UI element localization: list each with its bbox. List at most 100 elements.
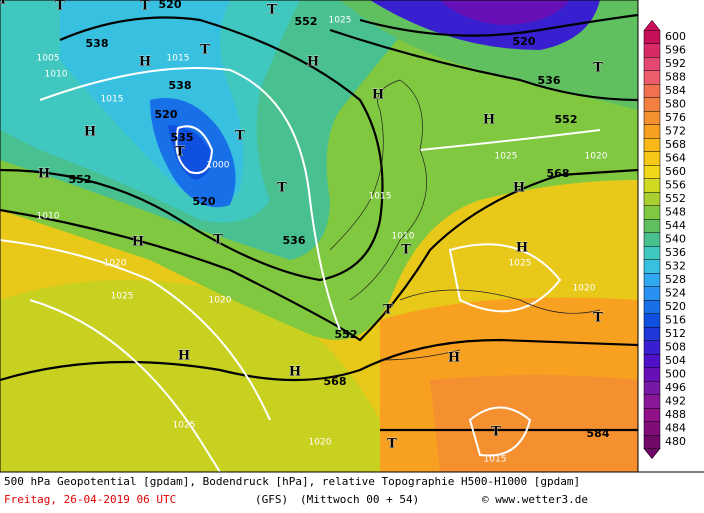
pressure-center: T	[387, 437, 397, 452]
legend-label: 580	[665, 98, 686, 111]
legend-label: 548	[665, 206, 686, 219]
legend-swatch	[643, 381, 661, 395]
isobar-label: 1025	[329, 16, 352, 26]
legend-label: 528	[665, 273, 686, 286]
geopotential-label: 552	[335, 328, 358, 341]
legend-label: 520	[665, 300, 686, 313]
isobar-label: 1020	[209, 296, 232, 306]
isobar-label: 1020	[585, 152, 608, 162]
pressure-center: T	[277, 181, 287, 196]
geopotential-label: 520	[193, 195, 216, 208]
legend-swatch	[643, 124, 661, 139]
pressure-center: H	[132, 235, 144, 250]
pressure-center: H	[38, 167, 50, 182]
footer-description: 500 hPa Geopotential [gpdam], Bodendruck…	[4, 475, 580, 488]
legend-label: 588	[665, 71, 686, 84]
legend-swatch	[643, 259, 661, 274]
pressure-center: T	[401, 243, 411, 258]
geopotential-label: 552	[295, 15, 318, 28]
legend-swatch	[643, 165, 661, 179]
pressure-center: H	[483, 113, 495, 128]
legend-label: 540	[665, 233, 686, 246]
legend-swatch	[643, 219, 661, 233]
legend-label: 524	[665, 287, 686, 300]
isobar-label: 1015	[167, 54, 190, 64]
pressure-center: T	[55, 0, 65, 14]
legend-swatch	[643, 327, 661, 341]
legend-swatch	[643, 205, 661, 220]
pressure-center: H	[0, 0, 6, 8]
legend-swatch	[643, 70, 661, 85]
legend-swatch	[643, 246, 661, 260]
isobar-label: 1015	[369, 192, 392, 202]
legend-swatch	[643, 435, 661, 449]
legend-label: 576	[665, 111, 686, 124]
pressure-center: T	[593, 61, 603, 76]
legend-swatch	[643, 192, 661, 206]
isobar-label: 1015	[101, 95, 124, 105]
legend-swatch	[643, 97, 661, 112]
geopotential-label: 552	[555, 113, 578, 126]
footer-date: Freitag, 26-04-2019 06 UTC	[4, 493, 176, 506]
legend-swatch	[643, 367, 661, 382]
legend-arrow-top	[643, 19, 661, 31]
geopotential-label: 568	[324, 375, 347, 388]
legend-label: 516	[665, 314, 686, 327]
geopotential-label: 520	[513, 35, 536, 48]
pressure-center: H	[178, 349, 190, 364]
legend-swatch	[643, 421, 661, 436]
pressure-center: T	[235, 129, 245, 144]
legend-label: 500	[665, 368, 686, 381]
geopotential-label: 536	[538, 74, 561, 87]
geopotential-label: 535	[171, 131, 194, 144]
geopotential-label: 520	[159, 0, 182, 11]
geopotential-label: 536	[283, 234, 306, 247]
geopotential-label: 520	[155, 108, 178, 121]
legend-swatch	[643, 394, 661, 409]
isobar-label: 1010	[37, 212, 60, 222]
isobar-label: 1000	[207, 161, 230, 171]
legend-swatch	[643, 408, 661, 422]
isobar-label: 1005	[37, 54, 60, 64]
pressure-center: T	[383, 303, 393, 318]
legend-label: 536	[665, 246, 686, 259]
legend-swatch	[643, 43, 661, 58]
footer-model: (GFS)	[255, 493, 288, 506]
legend-label: 532	[665, 260, 686, 273]
pressure-center: H	[513, 181, 525, 196]
pressure-center: H	[289, 365, 301, 380]
legend-swatch	[643, 313, 661, 328]
legend-label: 492	[665, 395, 686, 408]
pressure-center: T	[213, 233, 223, 248]
legend-swatch	[643, 138, 661, 152]
pressure-center: T	[140, 0, 150, 14]
legend-label: 552	[665, 192, 686, 205]
geopotential-label: 584	[587, 427, 610, 440]
pressure-center: T	[200, 43, 210, 58]
legend-swatch	[643, 354, 661, 368]
isobar-label: 1015	[484, 455, 507, 465]
legend-label: 480	[665, 435, 686, 448]
isobar-label: 1020	[573, 284, 596, 294]
isobar-label: 1025	[495, 152, 518, 162]
legend-label: 544	[665, 219, 686, 232]
pressure-center: T	[491, 425, 501, 440]
footer-credit: © www.wetter3.de	[482, 493, 588, 506]
pressure-center: H	[139, 55, 151, 70]
legend-label: 600	[665, 30, 686, 43]
pressure-center: T	[175, 145, 185, 160]
legend-label: 584	[665, 84, 686, 97]
legend-swatch	[643, 273, 661, 287]
legend-label: 564	[665, 152, 686, 165]
legend-label: 568	[665, 138, 686, 151]
legend-swatch	[643, 111, 661, 125]
legend-label: 560	[665, 165, 686, 178]
isobar-label: 1020	[104, 259, 127, 269]
isobar-label: 1025	[509, 259, 532, 269]
pressure-center: T	[267, 3, 277, 18]
legend-label: 508	[665, 341, 686, 354]
legend-label: 496	[665, 381, 686, 394]
isobar-label: 1010	[392, 232, 415, 242]
